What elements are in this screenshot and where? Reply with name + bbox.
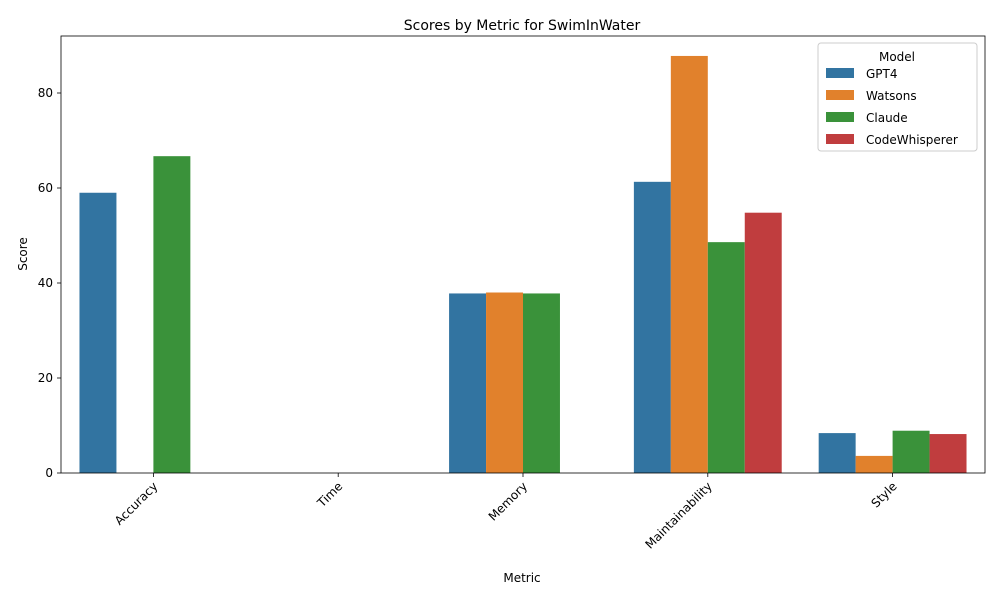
plot-frame [60,35,986,474]
y-tick-label: 40 [38,276,53,290]
bar-gpt4-maintainability [633,181,671,473]
legend-swatch [826,134,854,144]
legend-title: Model [879,50,915,64]
bar-gpt4-style [818,433,856,473]
bar-codewhisperer-style [929,434,967,473]
x-tick-label: Accuracy [112,479,161,528]
y-tick-label: 0 [45,466,53,480]
bar-claude-style [892,430,930,473]
legend-label: Watsons [866,89,917,103]
legend-label: CodeWhisperer [866,133,958,147]
legend-items: GPT4 Watsons Claude CodeWhisperer [826,67,958,147]
y-axis-ticks: 0 20 40 60 80 [38,86,61,480]
legend-swatch [826,68,854,78]
bar-claude-accuracy [153,156,191,474]
x-axis-ticks: Accuracy Time Memory Maintainability Style [112,473,900,552]
x-tick-label: Maintainability [642,479,714,551]
y-tick-label: 60 [38,181,53,195]
chart-title: Scores by Metric for SwimInWater [404,18,641,34]
bar-gpt4-accuracy [79,192,117,473]
legend-box [817,42,978,152]
x-axis-label: Metric [503,571,540,585]
legend-swatch [826,90,854,100]
bars-group [79,55,967,474]
bar-watsons-style [855,455,893,473]
x-tick-label: Time [314,479,345,510]
bar-gpt4-memory [449,293,487,473]
bar-watsons-maintainability [670,55,708,473]
x-tick-label: Style [869,479,900,510]
legend-swatch [826,112,854,122]
y-tick-label: 80 [38,86,53,100]
bar-claude-maintainability [707,242,745,473]
legend-label: GPT4 [866,67,898,81]
y-tick-label: 20 [38,371,53,385]
bar-watsons-memory [486,292,523,473]
x-tick-label: Memory [486,479,530,523]
bar-claude-memory [523,293,560,473]
bar-codewhisperer-maintainability [744,212,782,473]
y-axis-label: Score [16,237,30,271]
legend: Model GPT4 Watsons Claude CodeWhisperer [817,42,978,152]
legend-label: Claude [866,111,908,125]
